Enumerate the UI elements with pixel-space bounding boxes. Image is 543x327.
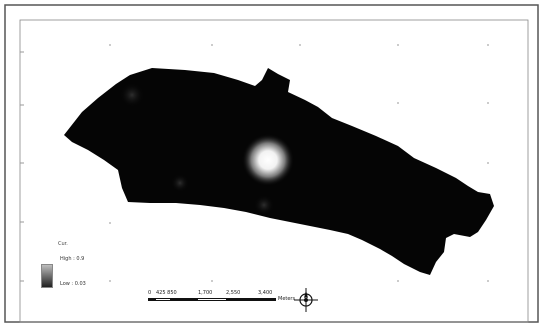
scale-segment-4	[198, 298, 226, 301]
hotspot-faint-1	[120, 83, 144, 107]
scale-label-3: 2,550	[226, 290, 241, 296]
legend-high-label: High : 0.9	[60, 256, 85, 262]
scale-label-2: 1,700	[198, 290, 213, 296]
scale-segment-2	[156, 298, 170, 301]
scale-label-0: 0	[148, 290, 152, 296]
scale-segment-1	[148, 298, 156, 301]
legend-color-ramp	[41, 264, 53, 288]
north-arrow-icon	[294, 288, 318, 312]
inner-frame	[19, 19, 529, 323]
hotspot-primary	[242, 134, 294, 186]
scale-label-4: 3,400	[258, 290, 273, 296]
hotspot-faint-2	[171, 174, 189, 192]
scale-unit: Meters	[278, 296, 296, 302]
scale-label-1: 425 850	[156, 290, 177, 296]
hotspot-faint-3	[254, 195, 274, 215]
scale-bar	[148, 298, 298, 302]
legend-low-label: Low : 0.03	[60, 281, 86, 287]
legend-title: Cur.	[58, 241, 68, 247]
scale-segment-5	[226, 298, 276, 301]
scale-segment-3	[170, 298, 198, 301]
